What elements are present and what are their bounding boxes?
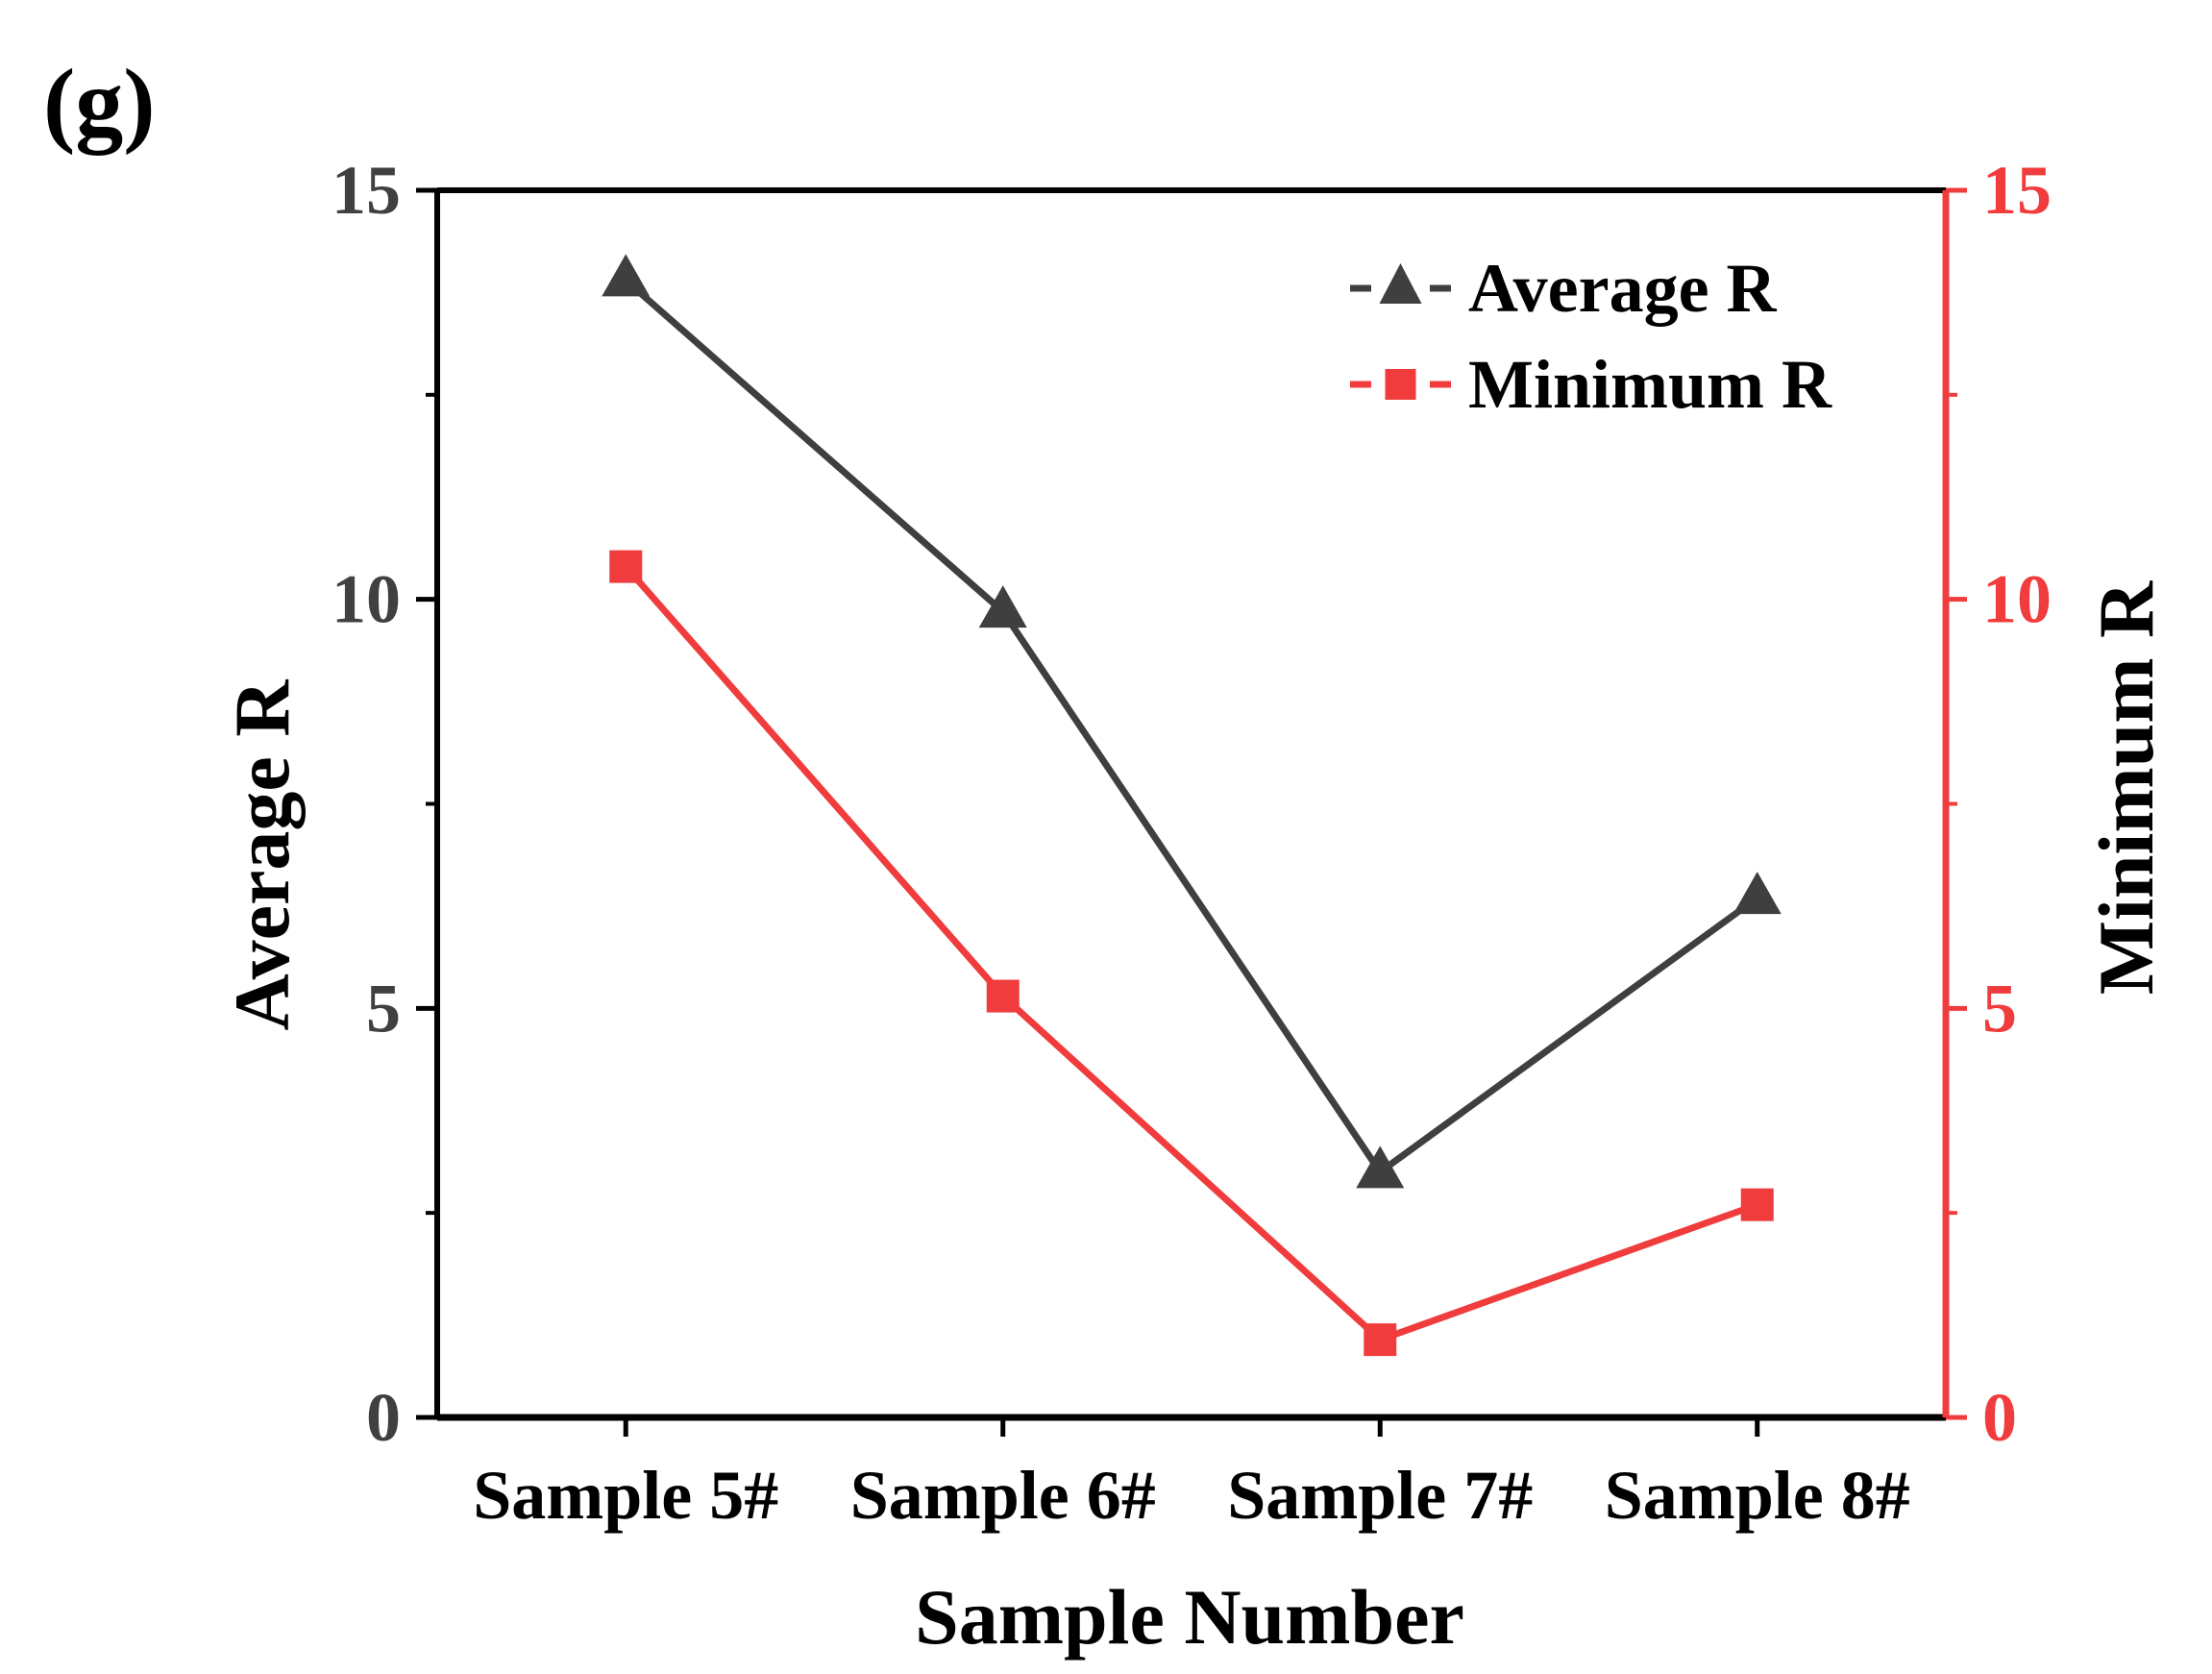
right-axis-title: Minimum R [2082,580,2170,995]
legend: Average R Minimum R [1350,250,1832,423]
average-r-point [978,585,1027,628]
x-tick-label: Sample 8# [1605,1457,1910,1534]
right-tick-label: 0 [1982,1379,2017,1456]
right-tick-label: 5 [1982,970,2017,1046]
minimum-r-line [623,564,1758,1344]
legend-label: Average R [1468,250,1778,327]
left-axis-title: Average R [218,679,306,1031]
minimum-r-point [609,550,643,583]
legend-item-average-r: Average R [1350,250,1778,327]
minimum-r-point [986,979,1020,1013]
series-layer [602,254,1782,1357]
average-r-point [1733,872,1782,915]
panel-label: (g) [43,49,156,156]
minimum-r-point [1364,1323,1397,1357]
left-tick-label: 5 [366,970,401,1046]
average-r-line [623,278,1759,1177]
minimum-r-series [609,550,1774,1357]
right-tick-label: 15 [1982,152,2052,229]
right-axis-ticks: 0 5 10 15 [1946,152,2052,1456]
x-tick-label: Sample 6# [850,1457,1156,1534]
average-r-point [602,254,651,297]
right-tick-label: 10 [1982,561,2052,638]
left-tick-label: 10 [332,561,401,638]
x-axis-ticks: Sample 5# Sample 6# Sample 7# Sample 8# [473,1417,1910,1534]
left-tick-label: 0 [366,1379,401,1456]
average-r-series [602,254,1782,1189]
legend-item-minimum-r: Minimum R [1350,346,1832,423]
x-tick-label: Sample 5# [473,1457,778,1534]
left-axis-ticks: 0 5 10 15 [332,152,437,1456]
minimum-r-point [1740,1188,1774,1221]
legend-marker [1379,263,1422,304]
left-tick-label: 15 [332,152,401,229]
x-axis-title: Sample Number [915,1573,1464,1661]
average-r-point [1356,1145,1405,1189]
legend-marker [1385,369,1416,400]
legend-label: Minimum R [1468,346,1832,423]
x-tick-label: Sample 7# [1227,1457,1533,1534]
